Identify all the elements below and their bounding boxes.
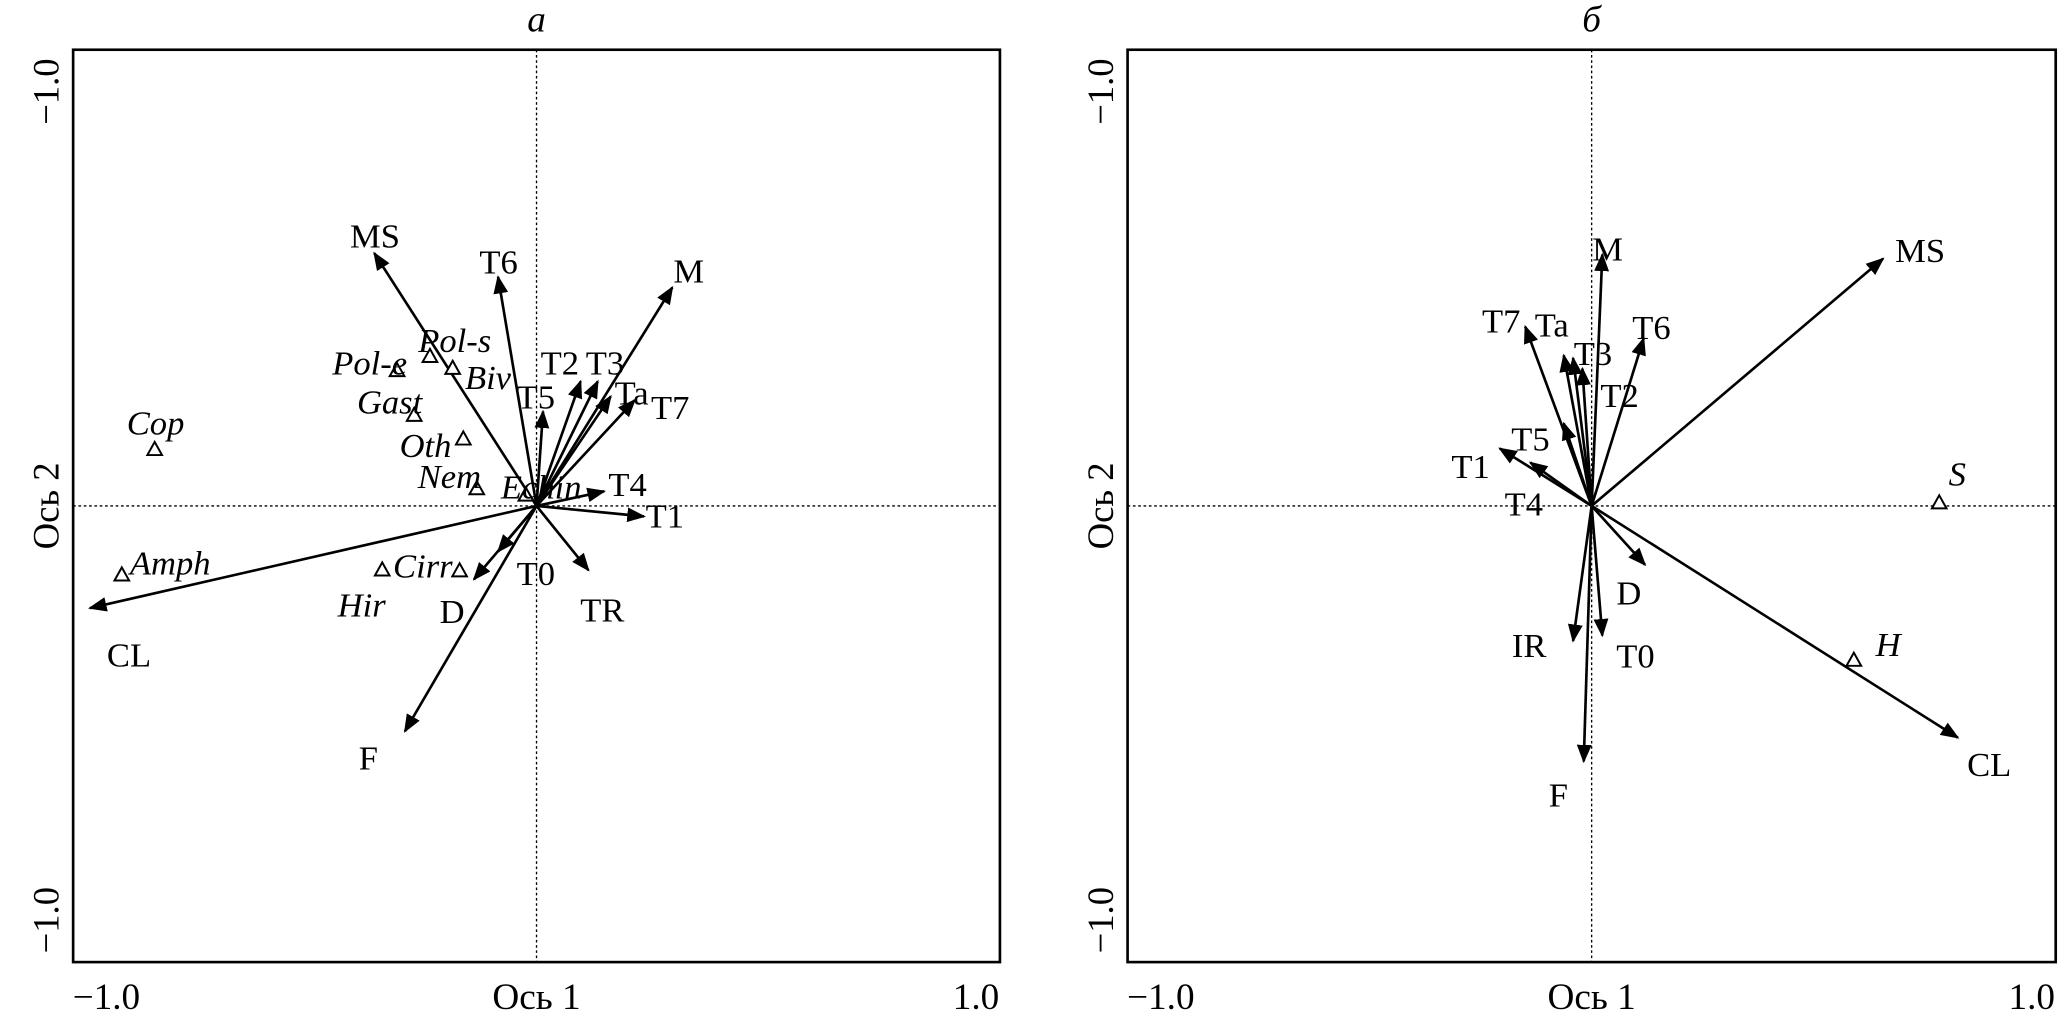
arrow-label-CL: CL (1967, 746, 2011, 784)
y-axis-label: Ось 2 (1080, 462, 1121, 549)
point-H (1844, 650, 1863, 667)
point-label-Gast: Gast (357, 384, 424, 422)
arrow-T6 (493, 275, 538, 507)
point-label-Amph: Amph (128, 545, 211, 583)
point-label-H: H (1875, 626, 1903, 664)
panel-title: а (527, 0, 546, 39)
point-label-Cop: Cop (127, 405, 185, 443)
arrow-label-T7: T7 (651, 389, 689, 427)
x-tick-label: 1.0 (953, 976, 1000, 1017)
arrow-Ta (535, 394, 612, 507)
point-label-Hir: Hir (337, 587, 387, 625)
arrow-label-T0: T0 (1616, 638, 1654, 676)
x-tick-label: 1.0 (2009, 976, 2056, 1017)
arrow-T5 (534, 409, 550, 507)
arrow-T2 (535, 379, 583, 507)
y-tick-label: −1.0 (1080, 887, 1121, 953)
point-Hir (373, 560, 392, 577)
arrow-label-T1: T1 (646, 498, 684, 536)
arrow-label-T1: T1 (1451, 448, 1489, 486)
arrow-label-T4: T4 (1505, 486, 1543, 524)
arrow-label-CL: CL (107, 637, 151, 675)
point-label-Oth: Oth (400, 427, 452, 465)
arrow-label-Ta: Ta (1535, 307, 1569, 345)
arrow-label-Ta: Ta (615, 375, 649, 413)
arrow-CL (88, 504, 537, 612)
point-Nem (467, 479, 486, 496)
arrow-label-T0: T0 (517, 555, 555, 593)
point-Pol-s (420, 346, 439, 363)
arrow-label-T3: T3 (1574, 335, 1612, 373)
point-label-S: S (1949, 456, 1966, 494)
arrow-label-IR: IR (1512, 627, 1547, 665)
point-Amph (112, 565, 131, 582)
arrow-MS (1590, 257, 1885, 507)
point-Pol-e (388, 360, 407, 378)
arrow-label-T6: T6 (1632, 309, 1670, 347)
arrow-T6 (1590, 336, 1646, 507)
panel-title: б (1582, 0, 1602, 39)
point-Cirr (450, 561, 469, 578)
point-Gast (405, 405, 424, 422)
point-label-Pol-e: Pol-e (331, 345, 407, 383)
x-axis-label: Ось 1 (492, 976, 580, 1017)
arrow-T0 (1590, 505, 1609, 638)
arrow-T2 (1576, 366, 1593, 507)
arrow-F (1576, 505, 1593, 764)
arrow-CL (1590, 504, 1960, 739)
arrow-label-T2: T2 (1600, 377, 1638, 415)
point-S (1930, 493, 1949, 510)
arrow-IR (1567, 505, 1593, 643)
arrow-label-F: F (359, 740, 378, 778)
y-axis-label: Ось 2 (25, 462, 66, 549)
arrow-label-D: D (440, 593, 465, 631)
arrow-label-TR: TR (580, 592, 624, 630)
point-Echin (516, 485, 535, 502)
panel-a (71, 48, 1002, 964)
y-tick-label: −1.0 (25, 58, 66, 124)
arrow-T5 (1562, 421, 1593, 507)
arrow-M (1590, 252, 1610, 506)
x-tick-label: −1.0 (1127, 976, 1195, 1017)
arrow-label-MS: MS (1895, 232, 1945, 270)
arrow-label-M: M (1592, 231, 1623, 269)
arrow-T1 (536, 504, 646, 523)
y-tick-label: −1.0 (25, 887, 66, 953)
arrow-Ta (1559, 353, 1593, 507)
x-axis-label: Ось 1 (1547, 976, 1635, 1017)
y-tick-label: −1.0 (1080, 58, 1121, 124)
point-label-Echin: Echin (500, 469, 582, 507)
arrow-label-T6: T6 (479, 244, 517, 282)
arrow-T7 (535, 398, 637, 507)
arrow-label-T5: T5 (1511, 421, 1549, 459)
arrow-label-D: D (1616, 575, 1641, 613)
point-label-Nem: Nem (417, 458, 481, 496)
arrow-MS (373, 251, 538, 507)
arrow-D (472, 505, 538, 581)
arrow-TR (535, 505, 590, 572)
point-label-Pol-s: Pol-s (417, 322, 491, 360)
arrow-label-T4: T4 (608, 466, 646, 504)
arrow-label-T5: T5 (517, 379, 555, 417)
point-label-Cirr: Cirr (393, 547, 453, 585)
arrow-label-MS: MS (350, 218, 400, 256)
arrow-T4 (536, 487, 607, 508)
x-tick-label: −1.0 (73, 976, 141, 1017)
arrow-T4 (1528, 461, 1593, 507)
arrow-F (403, 505, 538, 733)
arrow-D (1590, 505, 1647, 567)
point-Cop (145, 439, 164, 457)
panel-b (1126, 48, 2058, 964)
arrow-label-T2: T2 (541, 345, 579, 383)
arrow-label-M: M (673, 253, 704, 291)
arrow-label-T3: T3 (586, 345, 624, 383)
point-Biv (443, 358, 462, 375)
point-Oth (454, 429, 473, 446)
arrow-label-F: F (1549, 777, 1568, 815)
arrow-label-T7: T7 (1482, 303, 1520, 341)
point-label-Biv: Biv (465, 359, 512, 397)
arrow-T3 (535, 379, 599, 507)
